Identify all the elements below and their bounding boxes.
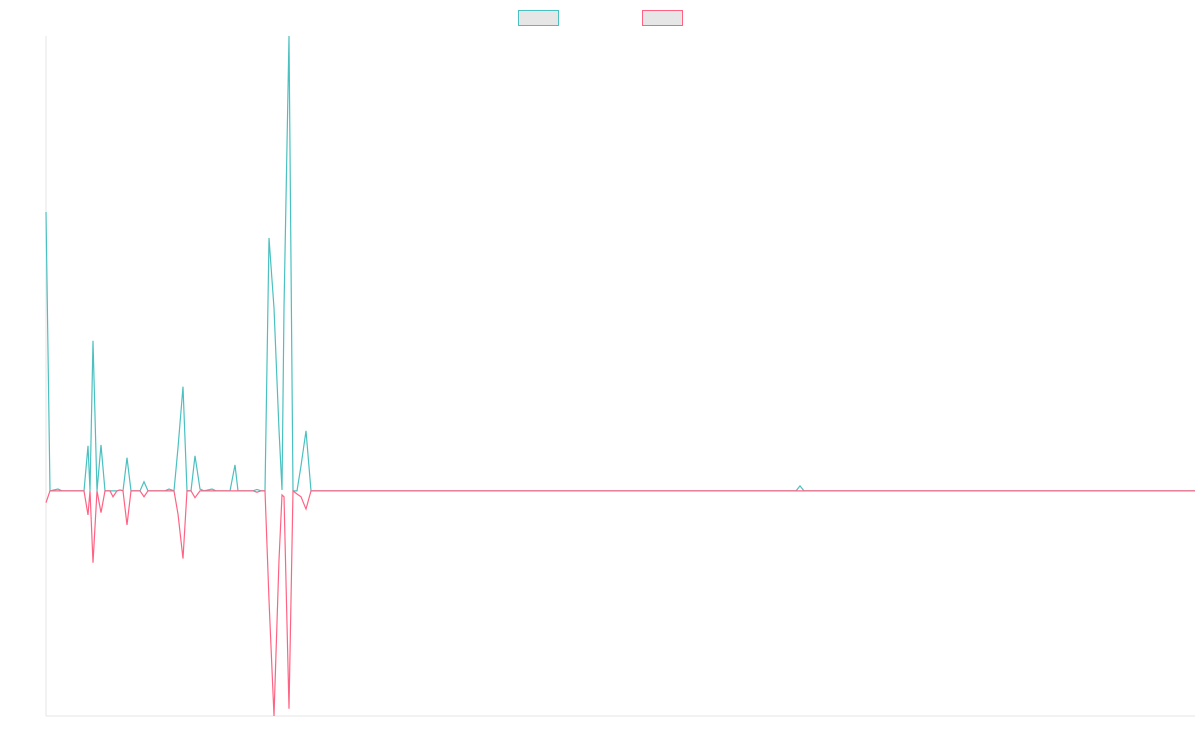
- series-line: [45, 35, 1195, 492]
- legend-swatch[interactable]: [642, 10, 683, 26]
- legend-swatch[interactable]: [518, 10, 559, 26]
- series-line: [45, 489, 1195, 717]
